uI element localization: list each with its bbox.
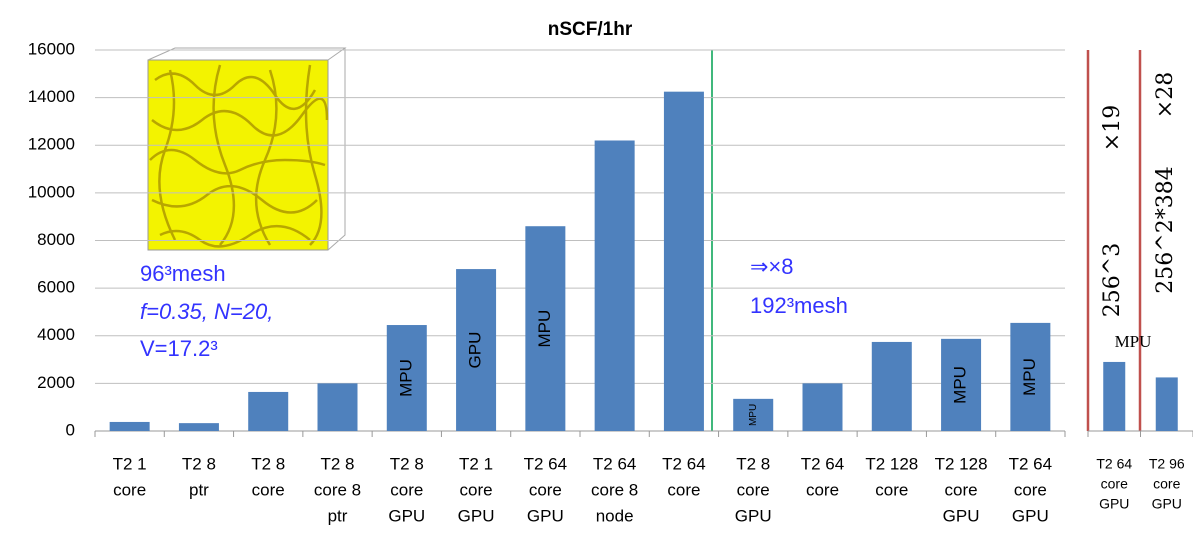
x-tick-label: T2 8 (736, 454, 770, 473)
y-tick-label: 16000 (28, 39, 75, 58)
bar-label: MPU (396, 359, 415, 397)
bar (318, 383, 358, 431)
x-tick-label: T2 1 (113, 454, 147, 473)
y-tick-label: 14000 (28, 87, 75, 106)
x-tick-label: T2 8 (320, 454, 354, 473)
x-tick-label: T2 1 (459, 454, 493, 473)
x-tick-label: T2 64 (524, 454, 567, 473)
bar (248, 392, 288, 431)
bar-label: MPU (748, 404, 759, 426)
x-tick-label: GPU (943, 506, 980, 525)
bar (1156, 377, 1178, 431)
x-tick-label: ptr (189, 480, 209, 499)
x-tick-label: core (113, 480, 146, 499)
x-tick-label: core (737, 480, 770, 499)
y-tick-label: 8000 (37, 230, 75, 249)
x-tick-label: T2 128 (935, 454, 988, 473)
bar (664, 92, 704, 431)
bar-label: MPU (1020, 358, 1039, 396)
x-tick-label: core 8 (591, 480, 638, 499)
x-tick-label: core (390, 480, 423, 499)
bar-label: MPU (951, 366, 970, 404)
annotation: f=0.35, N=20, (140, 299, 273, 324)
x-tick-label: T2 8 (251, 454, 285, 473)
annotation: ⇒×8 (750, 254, 794, 279)
x-tick-label: ptr (328, 506, 348, 525)
x-tick-label: node (596, 506, 634, 525)
x-tick-label: T2 64 (1009, 454, 1052, 473)
x-tick-label: T2 64 (801, 454, 844, 473)
chart-title: nSCF/1hr (548, 19, 633, 40)
x-tick-label: T2 128 (865, 454, 918, 473)
annotation: 192³mesh (750, 293, 848, 318)
x-tick-label: T2 64 (593, 454, 636, 473)
x-tick-label: T2 8 (182, 454, 216, 473)
x-tick-label: core (1101, 476, 1128, 492)
annotation: 256^2*384 (1153, 166, 1178, 293)
bar (1103, 362, 1125, 431)
annotation: ×28 (1153, 72, 1178, 118)
y-tick-label: 0 (66, 420, 75, 439)
y-tick-label: 4000 (37, 325, 75, 344)
mesh-image (148, 48, 345, 250)
chart: nSCF/1hr 0 2000 4000 6000 8000 10000 12000 1400… (0, 0, 1193, 534)
y-tick-label: 6000 (37, 278, 75, 297)
y-tick-label: 12000 (28, 135, 75, 154)
x-tick-label: T2 64 (662, 454, 705, 473)
annotation: ×19 (1100, 105, 1125, 151)
x-tick-label: GPU (388, 506, 425, 525)
x-tick-label: GPU (1099, 496, 1129, 512)
x-tick-label: core (1153, 476, 1180, 492)
bar-label: GPU (466, 332, 485, 369)
x-tick-label: core (945, 480, 978, 499)
x-tick-label: core (252, 480, 285, 499)
x-tick-label: core (875, 480, 908, 499)
x-tick-label: core (529, 480, 562, 499)
x-tick-label: core (1014, 480, 1047, 499)
annotation: MPU (1115, 332, 1152, 351)
x-tick-label: T2 96 (1149, 456, 1185, 472)
x-tick-label: core (806, 480, 839, 499)
x-tick-label: core 8 (314, 480, 361, 499)
x-tick-label: GPU (527, 506, 564, 525)
x-tick-label: T2 64 (1096, 456, 1132, 472)
x-tick-label: GPU (458, 506, 495, 525)
x-tick-label: core (460, 480, 493, 499)
x-tick-label: T2 8 (390, 454, 424, 473)
annotation: 256^3 (1100, 243, 1125, 317)
y-tick-label: 2000 (37, 373, 75, 392)
bar (179, 423, 219, 431)
bar-label: MPU (535, 310, 554, 348)
bar (110, 422, 150, 431)
bar (595, 140, 635, 431)
annotation: 96³mesh (140, 261, 226, 286)
x-tick-label: GPU (735, 506, 772, 525)
bar (803, 383, 843, 431)
x-tick-label: core (667, 480, 700, 499)
x-tick-label: GPU (1012, 506, 1049, 525)
annotation: V=17.2³ (140, 336, 218, 361)
y-tick-label: 10000 (28, 182, 75, 201)
bar (872, 342, 912, 431)
x-tick-label: GPU (1152, 496, 1182, 512)
